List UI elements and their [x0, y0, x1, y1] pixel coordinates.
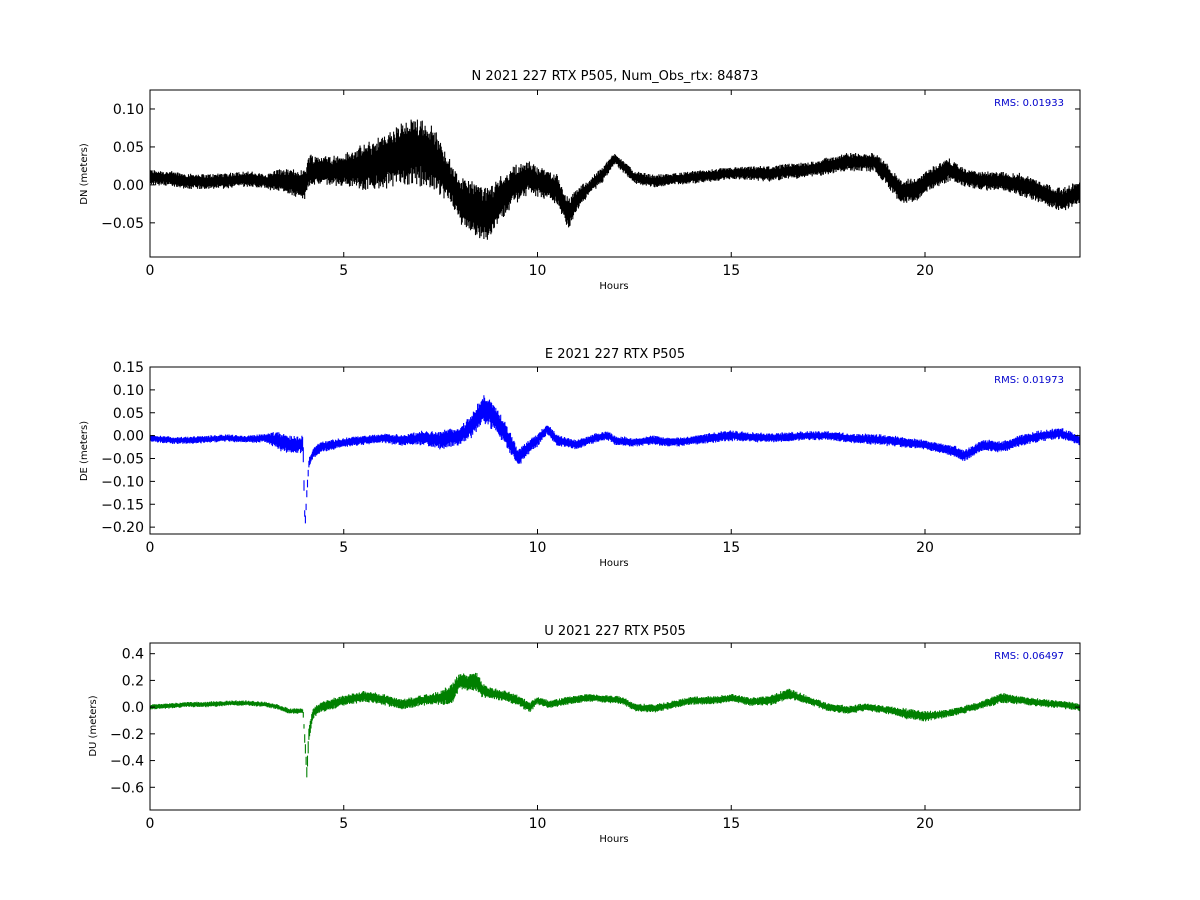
- panel-east-ylabel: DE (meters): [79, 421, 90, 481]
- panel-up-title: U 2021 227 RTX P505: [544, 624, 686, 639]
- x-tick-label: 15: [722, 540, 740, 556]
- x-tick-label: 10: [529, 263, 547, 279]
- panel-north-rms: RMS: 0.01933: [994, 98, 1064, 109]
- y-tick-label: 0.10: [113, 102, 144, 118]
- y-tick-label: 0.10: [113, 383, 144, 399]
- x-tick-label: 15: [722, 816, 740, 832]
- series-points: [150, 395, 1080, 524]
- x-tick-label: 5: [339, 540, 348, 556]
- y-tick-label: −0.15: [101, 497, 144, 513]
- y-tick-label: −0.2: [110, 727, 144, 743]
- y-tick-label: −0.20: [101, 520, 144, 536]
- y-tick-label: 0.0: [122, 700, 144, 716]
- series-points: [150, 119, 1080, 240]
- y-tick-label: −0.05: [101, 452, 144, 468]
- x-tick-label: 20: [916, 540, 934, 556]
- x-tick-label: 15: [722, 263, 740, 279]
- panel-up-ylabel: DU (meters): [88, 695, 99, 756]
- x-tick-label: 5: [339, 816, 348, 832]
- x-tick-label: 0: [146, 263, 155, 279]
- plot-frame: [149, 642, 1081, 811]
- y-tick-label: 0.05: [113, 140, 144, 156]
- panel-east-rms: RMS: 0.01973: [994, 375, 1064, 386]
- y-tick-label: 0.15: [113, 360, 144, 376]
- y-tick-label: −0.6: [110, 780, 144, 796]
- panel-north-ylabel: DN (meters): [79, 143, 90, 205]
- panel-north-plot: 0 5 10 15 20 −0.05 0.00 0.05 0.10: [101, 89, 1081, 279]
- x-tick-label: 0: [146, 816, 155, 832]
- x-tick-label: 20: [916, 263, 934, 279]
- y-tick-label: 0.4: [122, 647, 144, 663]
- panel-east-title: E 2021 227 RTX P505: [545, 347, 685, 362]
- x-tick-label: 10: [529, 540, 547, 556]
- panel-east: E 2021 227 RTX P505 0 5 10 15 20 −0.20 −0.15 −0…: [79, 347, 1081, 569]
- y-tick-label: 0.00: [113, 178, 144, 194]
- x-tick-label: 20: [916, 816, 934, 832]
- panel-up-plot: 0 5 10 15 20 −0.6 −0.4 −0.2 0.0 0.2 0.4: [110, 642, 1081, 832]
- y-tick-label: −0.05: [101, 216, 144, 232]
- x-tick-label: 0: [146, 540, 155, 556]
- y-tick-label: 0.2: [122, 673, 144, 689]
- series-points: [150, 672, 1080, 778]
- y-tick-label: −0.10: [101, 474, 144, 490]
- panel-up: U 2021 227 RTX P505 0 5 10 15 20 −0.6 −0.4 −0.2…: [88, 624, 1081, 845]
- panel-up-xlabel: Hours: [599, 834, 628, 845]
- panel-north-title: N 2021 227 RTX P505, Num_Obs_rtx: 84873: [472, 69, 759, 84]
- panel-north-xlabel: Hours: [599, 281, 628, 292]
- panel-north: N 2021 227 RTX P505, Num_Obs_rtx: 84873 …: [79, 69, 1081, 292]
- x-tick-label: 10: [529, 816, 547, 832]
- y-tick-label: 0.05: [113, 406, 144, 422]
- y-tick-label: −0.4: [110, 754, 144, 770]
- plot-frame: [149, 89, 1081, 258]
- panel-east-plot: 0 5 10 15 20 −0.20 −0.15 −0.10 −0.05 0.00 0.05 0.10…: [101, 360, 1081, 556]
- panel-up-rms: RMS: 0.06497: [994, 651, 1064, 662]
- plot-frame: [149, 366, 1081, 535]
- y-tick-label: 0.00: [113, 429, 144, 445]
- x-tick-label: 5: [339, 263, 348, 279]
- panel-east-xlabel: Hours: [599, 558, 628, 569]
